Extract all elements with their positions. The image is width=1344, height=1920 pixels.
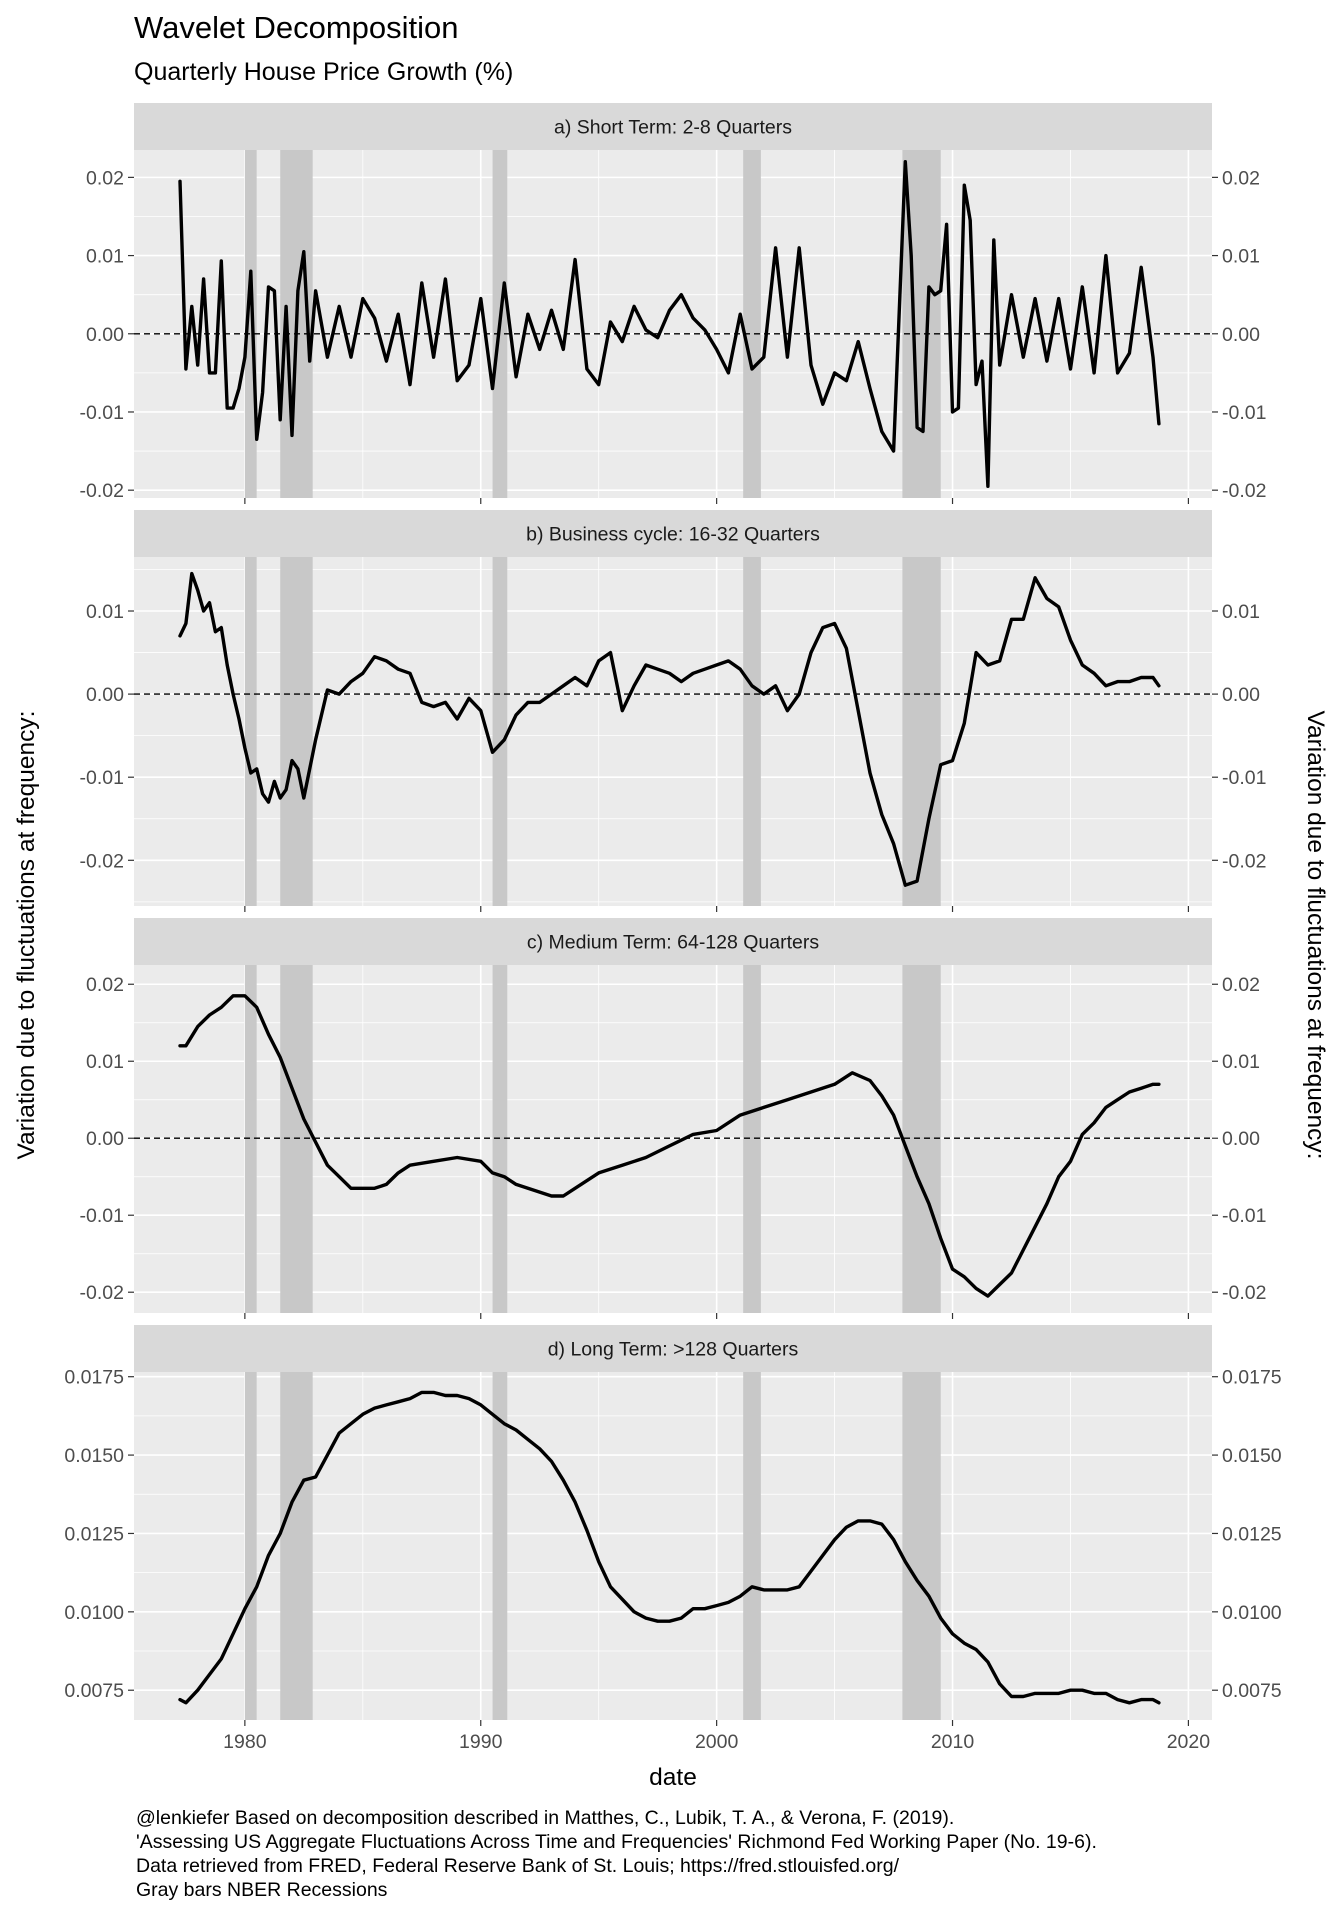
x-tick-label: 1990 [459,1731,503,1753]
panel-strip [134,103,1212,150]
y-tick-label-right: 0.00 [1222,324,1260,346]
y-tick-label-left: 0.01 [86,1051,124,1073]
y-tick-label-left: 0.0175 [64,1367,124,1389]
recession-bar [743,1372,761,1720]
x-tick-label: 2020 [1167,1731,1211,1753]
panel-title: d) Long Term: >128 Quarters [548,1339,799,1361]
y-tick-label-left: 0.02 [86,167,124,189]
y-tick-label-left: 0.00 [86,684,124,706]
recession-bar [902,1372,941,1720]
y-tick-label-left: -0.01 [80,767,124,789]
y-tick-label-left: 0.02 [86,974,124,996]
x-axis-title: date [649,1764,697,1791]
recession-bar [280,965,313,1313]
series-line [178,994,1161,1298]
y-tick-label-right: 0.00 [1222,684,1260,706]
y-tick-label-left: 0.00 [86,1128,124,1150]
recession-bar [244,1372,257,1720]
series-line [178,1390,1161,1705]
series-line [178,571,1161,887]
recession-bar [244,557,257,906]
y-tick-label-left: -0.02 [80,1282,124,1304]
y-tick-label-right: -0.01 [1222,402,1266,424]
panel-title: a) Short Term: 2-8 Quarters [554,117,792,139]
y-tick-label-right: -0.01 [1222,767,1266,789]
y-tick-label-right: 0.00 [1222,1128,1260,1150]
y-tick-label-right: -0.02 [1222,480,1266,502]
y-tick-label-right: 0.0175 [1222,1367,1282,1389]
y-tick-label-left: 0.01 [86,601,124,623]
recession-bar [492,557,508,906]
y-tick-label-right: 0.02 [1222,167,1260,189]
panel-background [134,557,1212,906]
panel-strip [134,1325,1212,1372]
y-tick-label-right: 0.02 [1222,974,1260,996]
recession-bar [280,1372,313,1720]
caption-line-4: Gray bars NBER Recessions [136,1879,388,1901]
x-tick-label: 2010 [931,1731,975,1753]
caption-line-3: Data retrieved from FRED, Federal Reserv… [136,1855,899,1877]
recession-bar [902,965,941,1313]
y-tick-label-left: -0.01 [80,402,124,424]
panel-background [134,1372,1212,1720]
x-tick-label: 1980 [223,1731,267,1753]
y-tick-label-left: 0.0100 [64,1602,124,1624]
caption-line-2: 'Assessing US Aggregate Fluctuations Acr… [136,1831,1097,1853]
panel-strip [134,510,1212,557]
panel-strip [134,918,1212,965]
y-tick-label-right: 0.01 [1222,601,1260,623]
recession-bar [492,965,508,1313]
chart-subtitle: Quarterly House Price Growth (%) [134,58,514,86]
recession-bar [280,557,313,906]
y-tick-label-left: 0.00 [86,324,124,346]
panel-title: b) Business cycle: 16-32 Quarters [526,524,820,546]
y-tick-label-right: 0.0125 [1222,1523,1282,1545]
y-tick-label-left: 0.01 [86,246,124,268]
y-tick-label-right: 0.0150 [1222,1445,1282,1467]
y-tick-label-right: 0.0075 [1222,1680,1282,1702]
y-tick-label-right: 0.0100 [1222,1602,1282,1624]
y-tick-label-right: -0.01 [1222,1205,1266,1227]
y-tick-label-right: -0.02 [1222,1282,1266,1304]
caption-line-1: @lenkiefer Based on decomposition descri… [136,1807,955,1829]
recession-bar [244,150,257,498]
panel-title: c) Medium Term: 64-128 Quarters [527,932,819,954]
y-tick-label-left: -0.02 [80,850,124,872]
series-line [178,159,1161,488]
recession-bar [743,557,761,906]
y-tick-label-left: 0.0150 [64,1445,124,1467]
caption: @lenkiefer Based on decomposition descri… [136,1806,1097,1902]
y-axis-title-left: Variation due to fluctuations at frequen… [13,711,40,1160]
recession-bar [743,150,761,498]
y-tick-label-left: -0.02 [80,480,124,502]
recession-bar [902,557,941,906]
y-tick-label-left: 0.0125 [64,1523,124,1545]
recession-bar [244,965,257,1313]
recession-bar [492,1372,508,1720]
recession-bar [743,965,761,1313]
y-axis-title-right: Variation due to fluctuations at frequen… [1302,711,1329,1160]
x-tick-label: 2000 [695,1731,739,1753]
y-tick-label-left: 0.0075 [64,1680,124,1702]
y-tick-label-right: -0.02 [1222,850,1266,872]
y-tick-label-left: -0.01 [80,1205,124,1227]
y-tick-label-right: 0.01 [1222,246,1260,268]
chart-title: Wavelet Decomposition [134,10,459,45]
y-tick-label-right: 0.01 [1222,1051,1260,1073]
